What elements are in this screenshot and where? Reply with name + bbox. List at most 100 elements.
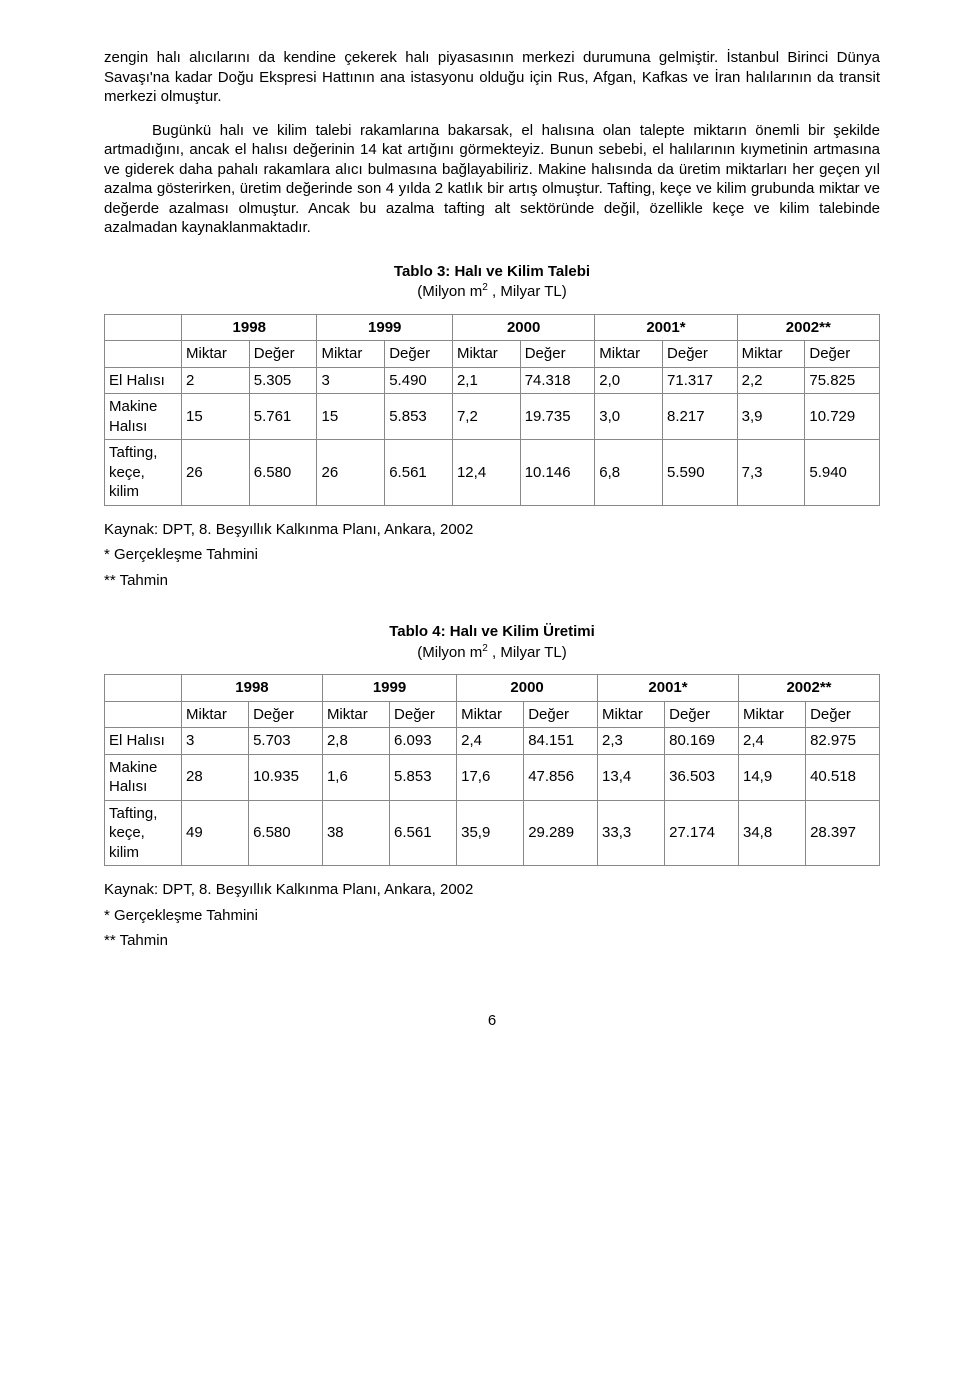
table4-subtitle-post: , Milyar TL) <box>488 644 567 661</box>
table-subheader: Değer <box>663 341 738 368</box>
table-cell: 13,4 <box>598 754 665 800</box>
table-cell: 47.856 <box>524 754 598 800</box>
table-cell: 7,3 <box>737 440 805 506</box>
table-year-header: 2000 <box>457 675 598 702</box>
table-cell: 19.735 <box>520 394 595 440</box>
table-subheader: Miktar <box>595 341 663 368</box>
table-cell: 5.490 <box>385 367 453 394</box>
table-cell: 5.305 <box>249 367 317 394</box>
table-cell: 6.561 <box>390 800 457 866</box>
table-cell: 28 <box>182 754 249 800</box>
table-cell: 5.853 <box>385 394 453 440</box>
table-cell: 38 <box>322 800 389 866</box>
table-corner <box>105 341 182 368</box>
table-cell: 34,8 <box>738 800 805 866</box>
table4-note2: ** Tahmin <box>104 931 880 951</box>
table-cell: 40.518 <box>806 754 880 800</box>
table-cell: 17,6 <box>457 754 524 800</box>
table-cell: 10.935 <box>249 754 323 800</box>
table3: 1998199920002001*2002**MiktarDeğerMiktar… <box>104 314 880 506</box>
table-cell: 2,4 <box>738 728 805 755</box>
table-subheader: Değer <box>520 341 595 368</box>
table-cell: 6.580 <box>249 800 323 866</box>
table-subheader: Değer <box>805 341 880 368</box>
table-year-header: 2002** <box>737 314 879 341</box>
table4-title: Tablo 4: Halı ve Kilim Üretimi <box>104 622 880 642</box>
table-cell: 35,9 <box>457 800 524 866</box>
table4-subtitle: (Milyon m2 , Milyar TL) <box>104 642 880 663</box>
table-year-header: 2000 <box>452 314 594 341</box>
table-cell: 12,4 <box>452 440 520 506</box>
table-row-label: El Halısı <box>105 367 182 394</box>
table-corner <box>105 675 182 702</box>
table-cell: 84.151 <box>524 728 598 755</box>
table4-subtitle-pre: (Milyon m <box>417 644 482 661</box>
table4-source: Kaynak: DPT, 8. Beşyıllık Kalkınma Planı… <box>104 880 880 900</box>
table-cell: 2,4 <box>457 728 524 755</box>
table-cell: 5.703 <box>249 728 323 755</box>
table-cell: 7,2 <box>452 394 520 440</box>
table-corner <box>105 701 182 728</box>
table3-note1: * Gerçekleşme Tahmini <box>104 545 880 565</box>
table-cell: 5.853 <box>390 754 457 800</box>
table4: 1998199920002001*2002**MiktarDeğerMiktar… <box>104 674 880 866</box>
table-cell: 6.561 <box>385 440 453 506</box>
table-subheader: Miktar <box>182 701 249 728</box>
table-cell: 3 <box>317 367 385 394</box>
table-cell: 29.289 <box>524 800 598 866</box>
table-cell: 5.940 <box>805 440 880 506</box>
table3-note2: ** Tahmin <box>104 571 880 591</box>
table-subheader: Değer <box>390 701 457 728</box>
table-cell: 2,0 <box>595 367 663 394</box>
table-cell: 10.729 <box>805 394 880 440</box>
table-cell: 2,1 <box>452 367 520 394</box>
table-subheader: Miktar <box>317 341 385 368</box>
table-cell: 27.174 <box>665 800 739 866</box>
table-cell: 26 <box>182 440 250 506</box>
table-cell: 2 <box>182 367 250 394</box>
table-cell: 3,9 <box>737 394 805 440</box>
table-subheader: Miktar <box>457 701 524 728</box>
table3-source: Kaynak: DPT, 8. Beşyıllık Kalkınma Planı… <box>104 520 880 540</box>
table-cell: 82.975 <box>806 728 880 755</box>
page-number: 6 <box>104 1011 880 1031</box>
table-subheader: Miktar <box>182 341 250 368</box>
table-subheader: Değer <box>249 701 323 728</box>
table3-title: Tablo 3: Halı ve Kilim Talebi <box>104 262 880 282</box>
table-row-label: El Halısı <box>105 728 182 755</box>
table-cell: 6.580 <box>249 440 317 506</box>
table-cell: 2,2 <box>737 367 805 394</box>
table-cell: 5.761 <box>249 394 317 440</box>
table-cell: 3 <box>182 728 249 755</box>
table3-subtitle-post: , Milyar TL) <box>488 283 567 300</box>
table-corner <box>105 314 182 341</box>
table-year-header: 2001* <box>595 314 737 341</box>
table-cell: 15 <box>182 394 250 440</box>
paragraph-2: Bugünkü halı ve kilim talebi rakamlarına… <box>104 121 880 238</box>
table3-subtitle: (Milyon m2 , Milyar TL) <box>104 281 880 302</box>
table-cell: 10.146 <box>520 440 595 506</box>
table-year-header: 2002** <box>738 675 879 702</box>
table-subheader: Değer <box>249 341 317 368</box>
paragraph-1: zengin halı alıcılarını da kendine çeker… <box>104 48 880 107</box>
table3-subtitle-pre: (Milyon m <box>417 283 482 300</box>
table-row-label: Makine Halısı <box>105 394 182 440</box>
table-cell: 80.169 <box>665 728 739 755</box>
table-cell: 6.093 <box>390 728 457 755</box>
table-cell: 33,3 <box>598 800 665 866</box>
table-subheader: Değer <box>806 701 880 728</box>
table-cell: 49 <box>182 800 249 866</box>
table-cell: 3,0 <box>595 394 663 440</box>
table-cell: 8.217 <box>663 394 738 440</box>
table-row-label: Makine Halısı <box>105 754 182 800</box>
table4-note1: * Gerçekleşme Tahmini <box>104 906 880 926</box>
table-row-label: Tafting, keçe, kilim <box>105 800 182 866</box>
table-cell: 75.825 <box>805 367 880 394</box>
table-subheader: Miktar <box>322 701 389 728</box>
table-year-header: 1999 <box>317 314 452 341</box>
table-subheader: Miktar <box>598 701 665 728</box>
table-year-header: 1999 <box>322 675 456 702</box>
table-cell: 28.397 <box>806 800 880 866</box>
table-year-header: 2001* <box>598 675 739 702</box>
table-cell: 5.590 <box>663 440 738 506</box>
